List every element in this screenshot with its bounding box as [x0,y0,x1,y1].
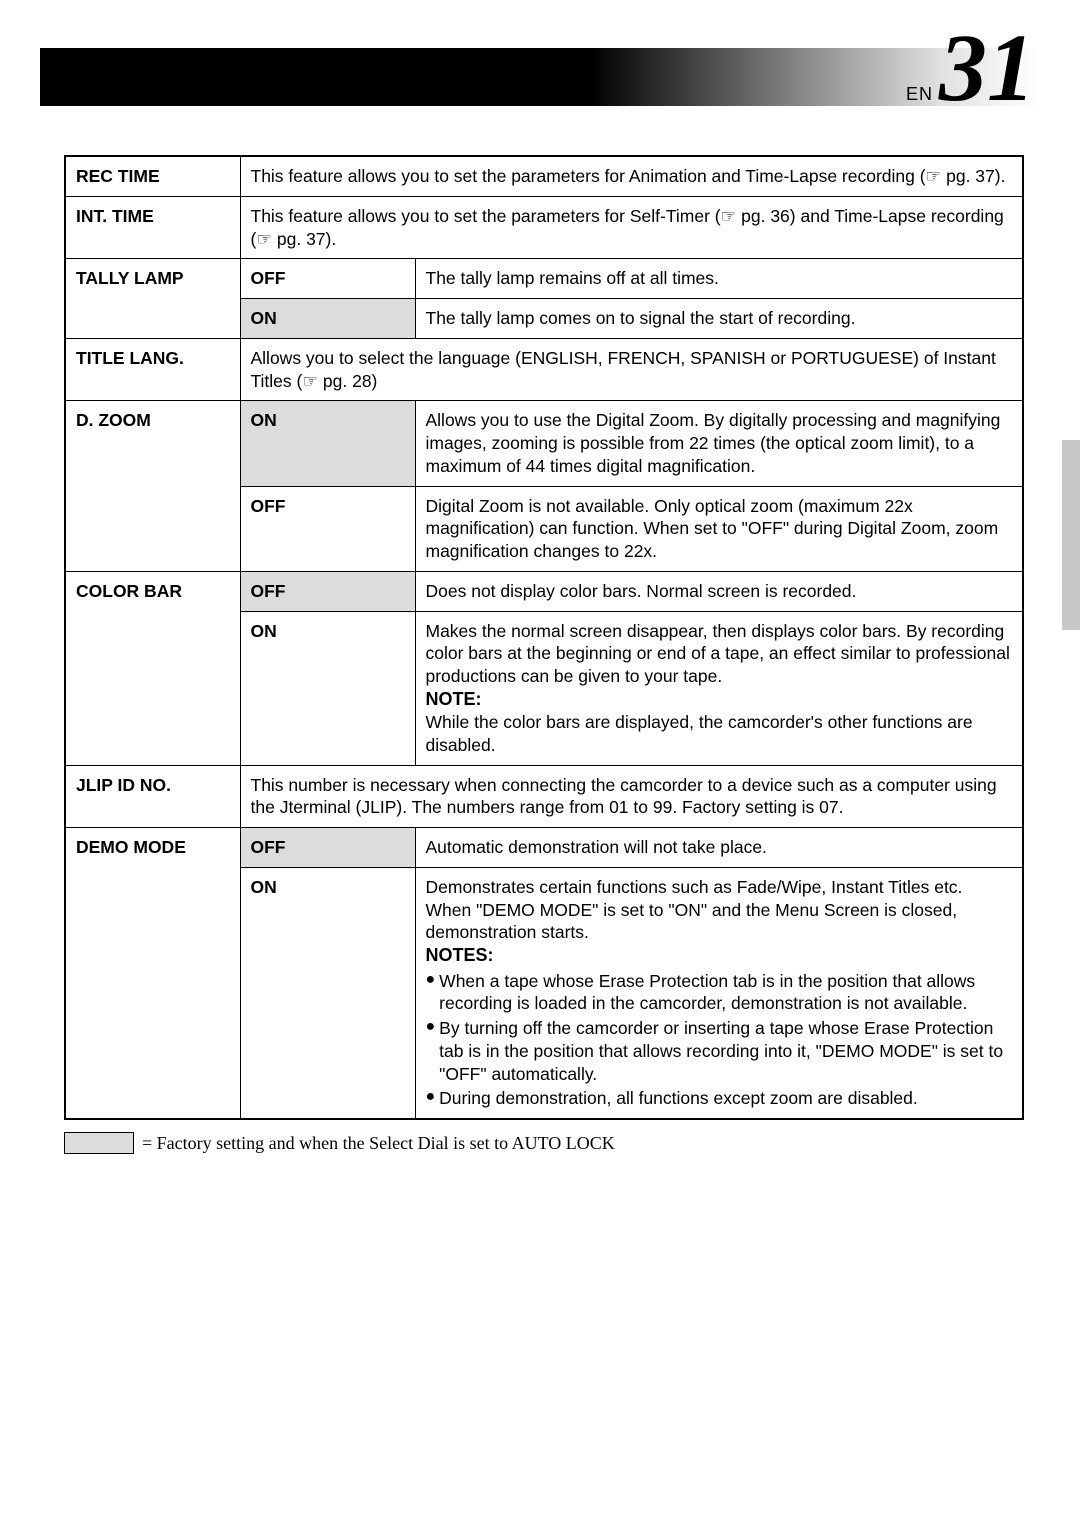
option-label-default: OFF [240,571,415,611]
option-label-default: ON [240,401,415,486]
bullet-icon: ● [426,1017,436,1038]
settings-table: REC TIME This feature allows you to set … [64,155,1024,1120]
setting-description: Allows you to select the language (ENGLI… [240,338,1023,401]
setting-description: This feature allows you to set the param… [240,156,1023,196]
side-tab-marker [1062,440,1080,630]
bullet-icon: ● [426,1087,436,1108]
option-label-default: ON [240,299,415,339]
table-row: COLOR BAR OFF Does not display color bar… [65,571,1023,611]
notes-heading: NOTES: [426,945,494,965]
option-description: Allows you to use the Digital Zoom. By d… [415,401,1023,486]
note-bullet: ●By turning off the camcorder or inserti… [426,1017,1013,1085]
table-row: INT. TIME This feature allows you to set… [65,196,1023,259]
table-row: JLIP ID NO. This number is necessary whe… [65,765,1023,828]
table-row: D. ZOOM ON Allows you to use the Digital… [65,401,1023,486]
option-label: ON [240,611,415,765]
table-row: REC TIME This feature allows you to set … [65,156,1023,196]
table-row: TALLY LAMP OFF The tally lamp remains of… [65,259,1023,299]
note-bullet: ●When a tape whose Erase Protection tab … [426,970,1013,1016]
setting-label: JLIP ID NO. [65,765,240,828]
bullet-text: During demonstration, all functions exce… [439,1087,918,1110]
setting-label: REC TIME [65,156,240,196]
legend-swatch [64,1132,134,1154]
option-description: Demonstrates certain functions such as F… [415,867,1023,1119]
option-text: Demonstrates certain functions such as F… [426,877,963,943]
option-label-default: OFF [240,828,415,868]
option-description: The tally lamp comes on to signal the st… [415,299,1023,339]
bullet-text: When a tape whose Erase Protection tab i… [439,970,1012,1016]
option-label: ON [240,867,415,1119]
bullet-text: By turning off the camcorder or insertin… [439,1017,1012,1085]
note-text: While the color bars are displayed, the … [426,712,973,755]
note-heading: NOTE: [426,689,482,709]
option-description: Does not display color bars. Normal scre… [415,571,1023,611]
setting-label: COLOR BAR [65,571,240,765]
option-description: Automatic demonstration will not take pl… [415,828,1023,868]
header-gradient-bar [40,48,1040,106]
option-text: Makes the normal screen disappear, then … [426,621,1010,687]
option-label: OFF [240,486,415,571]
legend: = Factory setting and when the Select Di… [64,1132,615,1154]
option-description: Makes the normal screen disappear, then … [415,611,1023,765]
legend-text: = Factory setting and when the Select Di… [142,1133,615,1154]
setting-description: This number is necessary when connecting… [240,765,1023,828]
table-row: TITLE LANG. Allows you to select the lan… [65,338,1023,401]
setting-label: INT. TIME [65,196,240,259]
setting-label: TITLE LANG. [65,338,240,401]
option-description: Digital Zoom is not available. Only opti… [415,486,1023,571]
option-description: The tally lamp remains off at all times. [415,259,1023,299]
bullet-icon: ● [426,970,436,991]
table-row: DEMO MODE OFF Automatic demonstration wi… [65,828,1023,868]
setting-label: D. ZOOM [65,401,240,572]
setting-label: TALLY LAMP [65,259,240,339]
page-number-area: EN 31 [906,20,1035,116]
page-number: 31 [939,20,1035,116]
option-label: OFF [240,259,415,299]
setting-description: This feature allows you to set the param… [240,196,1023,259]
note-bullet: ●During demonstration, all functions exc… [426,1087,1013,1110]
setting-label: DEMO MODE [65,828,240,1119]
language-code: EN [906,84,933,105]
